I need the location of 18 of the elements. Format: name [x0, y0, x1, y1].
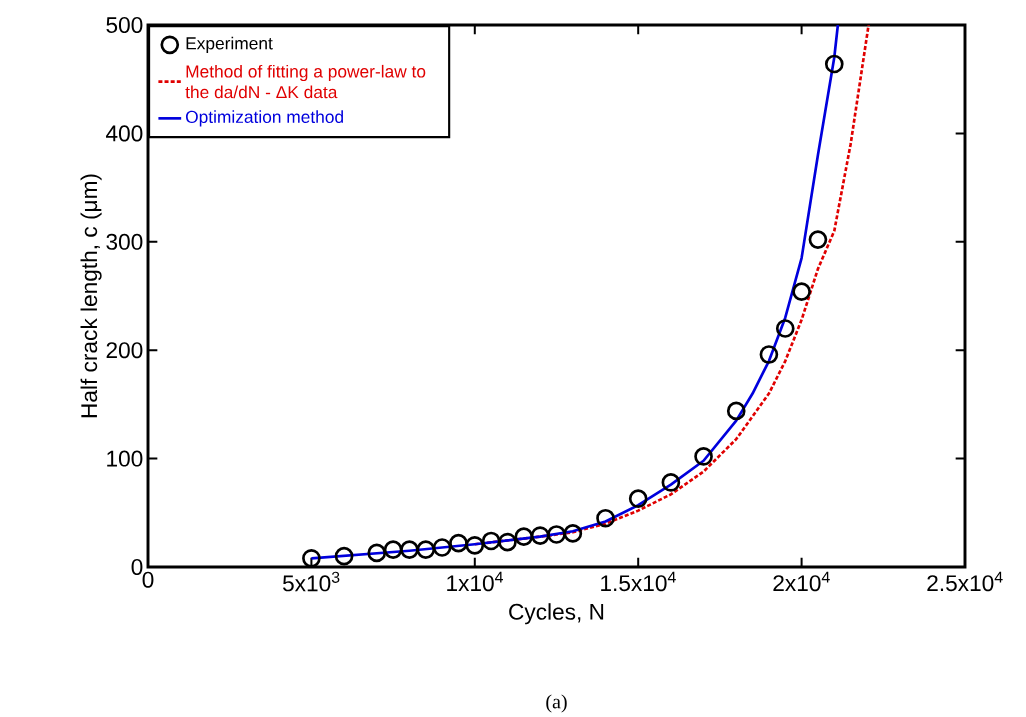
- x-tick-label: 2x10$^{4}$: [773, 571, 830, 592]
- y-tick-label: 400: [106, 125, 143, 142]
- legend-label: Method of fitting a power-law to the da/dN - ΔK data: [185, 64, 426, 99]
- y-tick-label: 0: [131, 558, 143, 576]
- x-tick-label: 0: [142, 571, 154, 588]
- x-tick-label: 2.5x10$^{4}$: [927, 571, 1003, 592]
- x-tick-label: 1x10$^{4}$: [447, 571, 503, 592]
- legend-label: Optimization method: [185, 110, 343, 127]
- x-axis-title: Cycles, N: [509, 603, 604, 625]
- y-tick-label: 200: [106, 342, 143, 359]
- y-tick-label: 500: [106, 16, 143, 34]
- y-tick-label: 100: [107, 450, 143, 467]
- y-tick-label: 300: [106, 233, 143, 250]
- text: (a): [546, 694, 567, 713]
- x-tick-label: 1.5x10$^{4}$: [601, 571, 676, 592]
- x-tick-label: 5x10$^{3}$: [282, 571, 340, 592]
- y-axis-title: Half crack length, c (μm): [80, 174, 102, 418]
- legend-label: Experiment: [186, 36, 273, 53]
